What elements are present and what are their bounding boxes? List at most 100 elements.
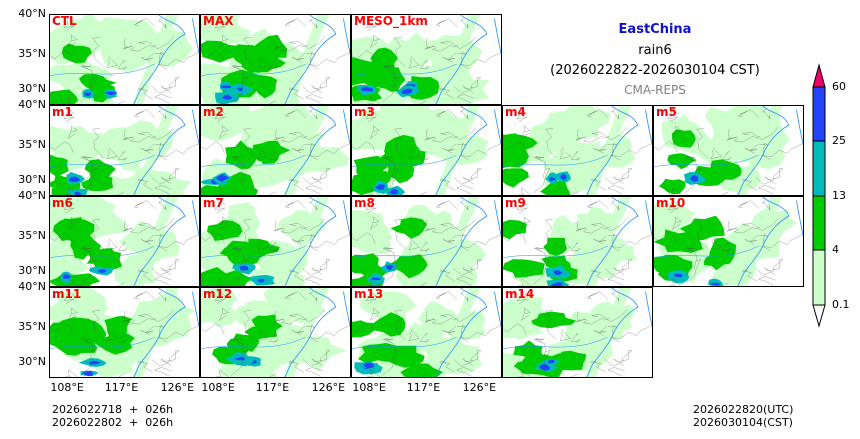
river xyxy=(200,336,306,350)
rain-area-very-heavy xyxy=(69,176,81,182)
province-borders xyxy=(200,106,350,196)
rain-area-moderate xyxy=(386,254,428,279)
map-panel-m14: m14 xyxy=(502,287,653,378)
coastline-korea xyxy=(192,18,200,58)
coastline xyxy=(284,287,337,378)
rain-area-moderate xyxy=(384,134,421,166)
river xyxy=(49,154,155,168)
coastline xyxy=(133,196,186,287)
panel-label: m5 xyxy=(656,105,677,119)
rain-area-very-heavy xyxy=(89,360,101,365)
coastline-korea xyxy=(494,291,502,331)
lat-tick-label: 30°N xyxy=(18,172,46,186)
coastline xyxy=(586,105,639,196)
rain-area-light xyxy=(585,287,632,378)
coastline-korea xyxy=(645,109,653,149)
colorbar-extend-min xyxy=(812,304,826,328)
coastline xyxy=(284,196,337,287)
panel-label: m7 xyxy=(203,196,224,210)
province-borders xyxy=(351,288,501,378)
rain-area-moderate xyxy=(709,237,737,265)
lat-tick-label: 35°N xyxy=(18,47,46,61)
rain-area-light xyxy=(704,105,760,147)
province-borders xyxy=(200,15,350,105)
coastline xyxy=(435,105,488,196)
coastline xyxy=(133,14,186,105)
rain-4-13-layer xyxy=(200,220,280,287)
rain-area-moderate xyxy=(653,256,679,274)
rain-4-13-layer xyxy=(502,219,578,282)
rain-4-13-layer xyxy=(653,215,737,282)
rain-area-moderate xyxy=(200,267,244,287)
province-borders xyxy=(502,288,652,378)
rain-area-very-heavy xyxy=(375,184,386,190)
rain-area-light xyxy=(99,127,158,173)
rain-area-very-heavy xyxy=(234,356,245,361)
coastline xyxy=(586,287,639,378)
init-time-utc: 2026022718 + 026h xyxy=(52,403,174,416)
river xyxy=(200,63,306,77)
coastline-korea xyxy=(192,200,200,240)
rain-area-light xyxy=(434,287,481,378)
panel-frame xyxy=(49,287,200,378)
rain-area-moderate xyxy=(229,333,260,352)
province-borders xyxy=(653,106,803,196)
lat-tick-label: 40°N xyxy=(18,280,46,293)
river xyxy=(200,154,306,168)
rain-area-moderate xyxy=(353,155,388,181)
map-panel-m3: m3 xyxy=(351,105,502,196)
colorbar-label-60: 60 xyxy=(832,80,846,93)
rain-area-light xyxy=(359,291,417,323)
province-borders xyxy=(200,197,350,287)
rain-13-60-layer xyxy=(545,171,571,184)
map-canvas xyxy=(502,196,653,287)
panel-label: m14 xyxy=(505,287,535,301)
province-borders xyxy=(502,197,652,287)
panel-frame xyxy=(351,196,502,287)
coastline xyxy=(737,105,790,196)
map-canvas xyxy=(502,287,653,378)
panel-frame xyxy=(502,287,653,378)
map-canvas xyxy=(49,105,200,196)
coastline-korea xyxy=(645,200,653,240)
rain-area-light xyxy=(283,287,330,378)
rain-area-very-heavy xyxy=(240,265,249,271)
colorbar-label-25: 25 xyxy=(832,134,846,147)
map-panel-CTL: CTL xyxy=(49,14,200,105)
rain-area-moderate xyxy=(667,153,697,170)
rain-area-very-heavy xyxy=(548,359,555,364)
coastline xyxy=(435,287,488,378)
colorbar-extend-max xyxy=(812,63,826,88)
panel-frame xyxy=(653,196,804,287)
variable-title: rain6 xyxy=(638,43,672,58)
panel-frame xyxy=(49,105,200,196)
rain-area-moderate xyxy=(358,342,397,364)
panel-label: m9 xyxy=(505,196,526,210)
map-panel-MESO_1km: MESO_1km xyxy=(351,14,502,105)
rain-area-light xyxy=(434,196,481,287)
rain-area-light xyxy=(434,105,481,196)
rain-4-13-layer xyxy=(200,140,291,196)
map-panel-m1: m1 xyxy=(49,105,200,196)
rain-area-light xyxy=(200,287,241,328)
rain-area-very-heavy xyxy=(371,277,381,280)
rain-4-13-layer xyxy=(49,315,135,356)
rain-13-60-layer xyxy=(367,261,397,286)
rain-area-moderate xyxy=(659,178,686,194)
rain-13-60-layer xyxy=(66,172,89,196)
map-panel-m9: m9 xyxy=(502,196,653,287)
rain-area-light xyxy=(585,105,632,196)
rain-area-light xyxy=(546,105,611,144)
rain-area-light xyxy=(502,304,543,340)
lat-tick-label: 35°N xyxy=(18,229,46,243)
panel-frame xyxy=(653,105,804,196)
rain-area-light xyxy=(283,196,330,287)
valid-time-cst: 2026030104(CST) xyxy=(693,416,793,429)
panel-label: m6 xyxy=(52,196,73,210)
lat-tick-label: 30°N xyxy=(18,354,46,368)
coastline xyxy=(737,196,790,287)
colorbar xyxy=(812,63,826,328)
map-canvas xyxy=(200,196,351,287)
river xyxy=(351,154,457,168)
rain-area-moderate xyxy=(400,363,443,378)
